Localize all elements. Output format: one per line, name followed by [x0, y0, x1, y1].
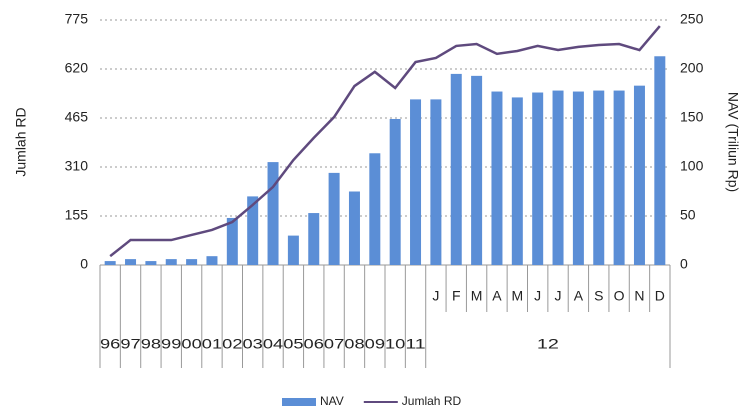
- y-tick-label: 775: [65, 11, 89, 27]
- x-group-label: 08: [344, 336, 365, 352]
- bar: [267, 162, 279, 265]
- y-axis-label: Jumlah RD: [13, 107, 29, 176]
- x-tick-label: A: [574, 288, 584, 304]
- bar: [389, 118, 401, 265]
- x-tick-label: O: [614, 288, 625, 304]
- y2-tick-label: 200: [680, 60, 704, 76]
- bar: [491, 91, 503, 265]
- bar: [593, 90, 605, 265]
- x-group-label: 06: [304, 336, 325, 352]
- x-group-label: 96: [100, 336, 121, 352]
- y2-tick-label: 0: [680, 256, 688, 272]
- bar: [532, 92, 544, 266]
- x-tick-label: M: [471, 288, 483, 304]
- bar: [572, 91, 584, 265]
- bar: [471, 75, 483, 265]
- x-tick-label: D: [655, 288, 665, 304]
- y2-axis-label: NAV (Triliun Rp): [725, 92, 741, 192]
- legend-label: NAV: [320, 394, 344, 408]
- x-group-label: 03: [243, 336, 264, 352]
- y-tick-label: 0: [80, 256, 88, 272]
- bar: [369, 153, 381, 265]
- x-tick-label: A: [492, 288, 502, 304]
- bar: [613, 90, 625, 265]
- x-group-label: 98: [141, 336, 162, 352]
- x-tick-label: M: [511, 288, 523, 304]
- bar: [430, 99, 442, 265]
- x-group-label: 04: [263, 336, 284, 352]
- x-group-label: 99: [161, 336, 182, 352]
- x-group-label: 97: [120, 336, 141, 352]
- y-tick-label: 620: [65, 60, 89, 76]
- bar: [308, 213, 320, 265]
- y-tick-label: 310: [65, 158, 89, 174]
- x-tick-label: J: [534, 288, 541, 304]
- x-group-label: 09: [365, 336, 386, 352]
- x-tick-label: S: [594, 288, 603, 304]
- y-tick-label: 155: [65, 207, 89, 223]
- legend-label: Jumlah RD: [402, 394, 462, 408]
- x-group-label: 10: [385, 336, 406, 352]
- bar: [226, 217, 238, 265]
- bar: [125, 259, 137, 265]
- x-group-label: 11: [405, 336, 426, 352]
- x-tick-label: F: [452, 288, 461, 304]
- x-tick-label: J: [432, 288, 439, 304]
- bar: [552, 90, 564, 265]
- legend-swatch: [282, 398, 316, 406]
- x-group-label: 00: [181, 336, 202, 352]
- bar: [165, 259, 177, 265]
- line: [109, 25, 661, 258]
- y2-tick-label: 250: [680, 11, 704, 27]
- bar: [511, 97, 523, 265]
- bar: [186, 259, 198, 265]
- bar: [450, 73, 462, 266]
- x-group-label: 12: [537, 336, 559, 352]
- bar: [206, 256, 218, 265]
- bar: [328, 172, 340, 265]
- x-tick-label: J: [555, 288, 562, 304]
- bar: [654, 56, 666, 266]
- y2-tick-label: 100: [680, 158, 704, 174]
- x-group-label: 02: [222, 336, 243, 352]
- y2-tick-label: 50: [680, 207, 696, 223]
- x-group-label: 07: [324, 336, 345, 352]
- bar: [348, 191, 360, 265]
- x-tick-label: N: [634, 288, 644, 304]
- y2-tick-label: 150: [680, 109, 704, 125]
- x-group-label: 05: [283, 336, 304, 352]
- bar: [104, 261, 116, 265]
- bar: [145, 261, 157, 265]
- bar: [247, 196, 259, 265]
- y-tick-label: 465: [65, 109, 89, 125]
- x-group-label: 01: [202, 336, 223, 352]
- bar: [633, 85, 645, 265]
- bar: [287, 235, 299, 265]
- bar: [410, 99, 422, 265]
